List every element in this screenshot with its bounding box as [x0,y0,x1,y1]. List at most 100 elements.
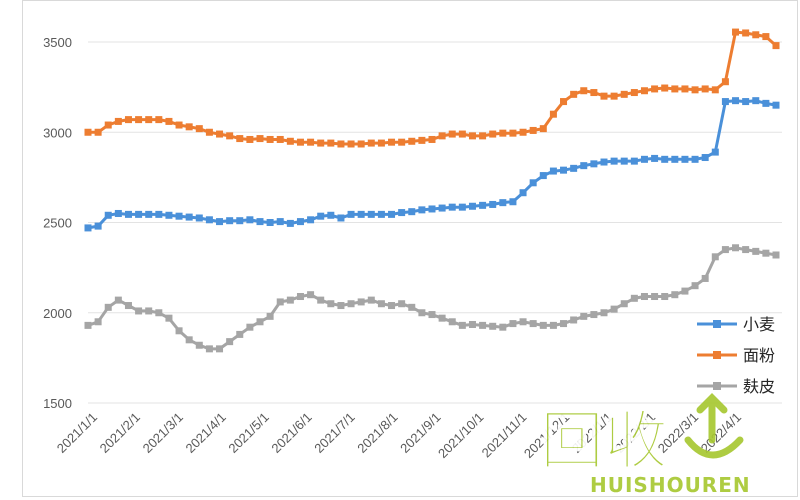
data-point [165,211,173,219]
data-point [296,293,304,301]
data-point [509,198,517,206]
data-point [276,298,284,306]
data-point [408,208,416,216]
data-point [94,318,102,326]
data-point [742,246,750,254]
data-point [317,212,325,220]
data-point [347,300,355,308]
data-point [448,130,456,138]
data-point [438,132,446,140]
data-point [630,89,638,97]
data-point [145,210,153,218]
data-point [367,210,375,218]
data-point [327,300,335,308]
data-point [671,155,679,163]
data-point [377,210,385,218]
data-point [742,29,750,37]
data-point [266,312,274,320]
x-tick-label: 2021/3/1 [140,410,186,456]
data-point [266,135,274,143]
data-point [357,298,365,306]
data-point [418,136,426,144]
data-point [570,90,578,98]
x-tick-label: 2021/7/1 [311,410,357,456]
data-point [357,140,365,148]
data-point [489,322,497,330]
data-point [296,138,304,146]
data-point [560,98,568,106]
data-point [155,309,163,317]
data-point [104,303,112,311]
data-point [276,218,284,226]
data-point [711,253,719,261]
data-point [327,139,335,147]
data-point [155,116,163,124]
data-point [529,126,537,134]
data-point [296,218,304,226]
series-0 [84,97,780,232]
data-point [145,307,153,315]
legend-item: 面粉 [697,346,775,365]
series-line [87,246,777,351]
data-point [448,318,456,326]
x-tick-label: 2021/2/1 [97,410,143,456]
x-tick-label: 2022/4/1 [698,410,744,456]
data-point [691,155,699,163]
data-point [418,309,426,317]
data-point [661,155,669,163]
data-point [327,211,335,219]
data-point [226,217,234,225]
x-tick-label: 2021/10/1 [435,410,487,462]
data-point [620,157,628,165]
data-point [691,282,699,290]
data-point [84,224,92,232]
x-tick-label: 2021/6/1 [268,410,314,456]
series-2 [84,244,780,353]
legend-item: 麸皮 [697,377,775,396]
data-point [398,209,406,217]
data-point [732,244,740,252]
data-point [246,216,254,224]
data-point [175,212,183,220]
data-point [165,117,173,125]
data-point [721,246,729,254]
data-point [165,314,173,322]
data-point [742,98,750,106]
data-point [428,205,436,213]
data-point [640,87,648,95]
data-point [549,110,557,118]
data-point [448,203,456,211]
data-point [236,135,244,143]
data-point [135,307,143,315]
data-point [246,135,254,143]
data-point [408,303,416,311]
data-point [732,97,740,105]
data-point [549,167,557,175]
data-point [620,90,628,98]
data-point [610,305,618,313]
data-point [701,85,709,93]
data-point [681,85,689,93]
data-point [752,247,760,255]
data-point [205,216,213,224]
data-point [195,341,203,349]
data-point [580,162,588,170]
data-point [175,327,183,335]
data-point [519,128,527,136]
data-point [630,294,638,302]
data-point [549,321,557,329]
watermark-logo: 回收 HUISHOUREN [539,393,750,497]
data-point [408,137,416,145]
data-point [226,338,234,346]
data-point [185,336,193,344]
data-point [468,320,476,328]
x-tick-label: 2021/5/1 [225,410,271,456]
data-point [711,86,719,94]
y-tick-label: 2000 [43,306,72,321]
data-point [681,287,689,295]
data-point [195,214,203,222]
data-point [489,200,497,208]
data-point [610,92,618,100]
data-point [428,135,436,143]
